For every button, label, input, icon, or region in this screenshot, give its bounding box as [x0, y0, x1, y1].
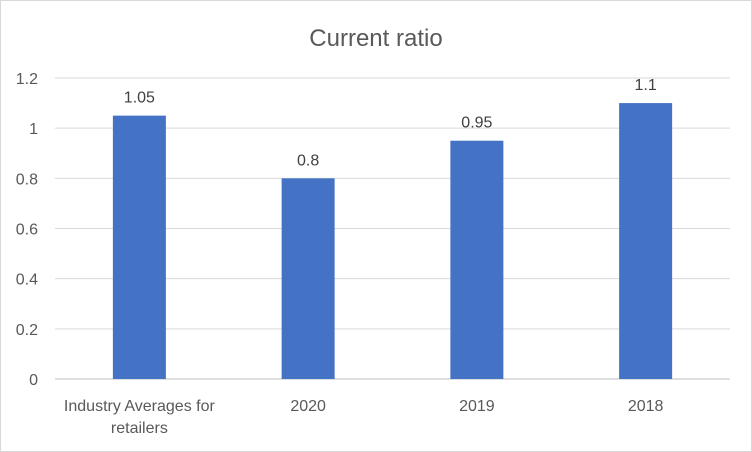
bar — [281, 178, 335, 379]
y-tick-label: 0.2 — [16, 322, 38, 339]
y-tick-label: 1 — [29, 121, 38, 138]
y-tick-label: 0.4 — [16, 272, 38, 289]
data-label: 0.8 — [297, 152, 319, 169]
x-category-label: Industry Averages for — [64, 398, 216, 415]
bar — [450, 140, 504, 379]
bar — [112, 115, 166, 379]
x-category-label: 2020 — [290, 398, 326, 415]
x-category-label: 2018 — [628, 398, 664, 415]
y-tick-label: 0.8 — [16, 171, 38, 188]
data-label: 0.95 — [461, 115, 492, 132]
x-category-label: retailers — [111, 420, 168, 437]
bar — [619, 103, 673, 379]
y-tick-label: 0 — [29, 372, 38, 389]
data-label: 1.05 — [124, 90, 155, 107]
x-category-label: 2019 — [459, 398, 495, 415]
y-tick-label: 1.2 — [16, 71, 38, 88]
chart-title: Current ratio — [309, 25, 442, 52]
y-tick-label: 0.6 — [16, 222, 38, 239]
data-label: 1.1 — [635, 77, 657, 94]
